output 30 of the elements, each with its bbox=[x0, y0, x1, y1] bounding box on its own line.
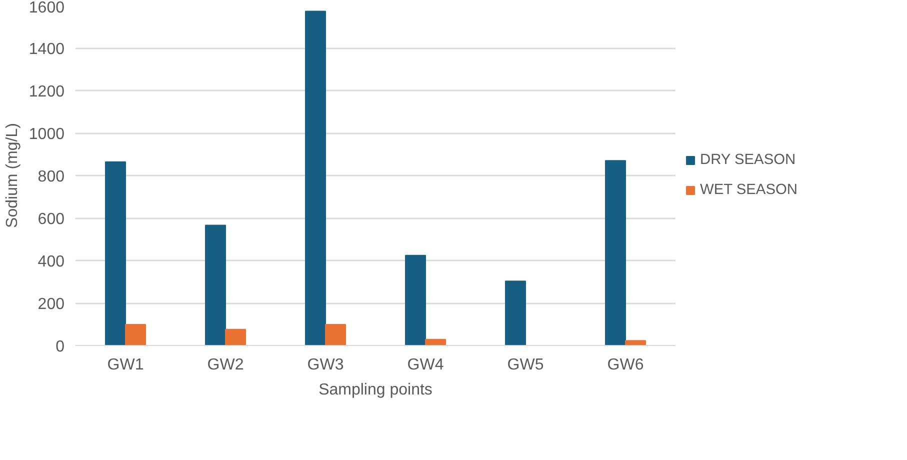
bar bbox=[425, 338, 446, 346]
y-tick-label: 1400 bbox=[28, 41, 65, 58]
y-tick-label: 0 bbox=[56, 338, 65, 356]
bar bbox=[625, 340, 646, 346]
x-axis-title: Sampling points bbox=[318, 382, 432, 398]
y-axis-title: Sodium (mg/L) bbox=[4, 123, 21, 228]
y-tick-label: 200 bbox=[38, 296, 65, 313]
y-tick-label: 800 bbox=[38, 168, 65, 186]
bar bbox=[105, 161, 126, 346]
x-tick-label: GW2 bbox=[207, 356, 244, 374]
bar bbox=[405, 254, 426, 346]
x-tick-label: GW1 bbox=[107, 356, 144, 374]
x-tick-label: GW3 bbox=[307, 356, 344, 374]
y-tick-label: 600 bbox=[38, 211, 65, 228]
bar bbox=[505, 280, 526, 346]
y-tick-label: 400 bbox=[38, 254, 65, 270]
bar bbox=[325, 324, 346, 346]
y-tick-label: 1200 bbox=[28, 84, 65, 100]
y-tick-label: 1000 bbox=[28, 126, 65, 143]
legend-label: WET SEASON bbox=[700, 182, 798, 198]
x-tick-label: GW4 bbox=[407, 356, 444, 374]
x-tick-label: GW6 bbox=[607, 356, 644, 374]
bar bbox=[605, 160, 626, 346]
bar bbox=[205, 224, 226, 346]
bar bbox=[125, 324, 146, 346]
x-tick-label: GW5 bbox=[507, 356, 544, 374]
legend-label: DRY SEASON bbox=[700, 152, 796, 168]
bar bbox=[305, 10, 326, 346]
bar bbox=[225, 328, 246, 346]
y-tick-label: 1600 bbox=[28, 0, 65, 16]
